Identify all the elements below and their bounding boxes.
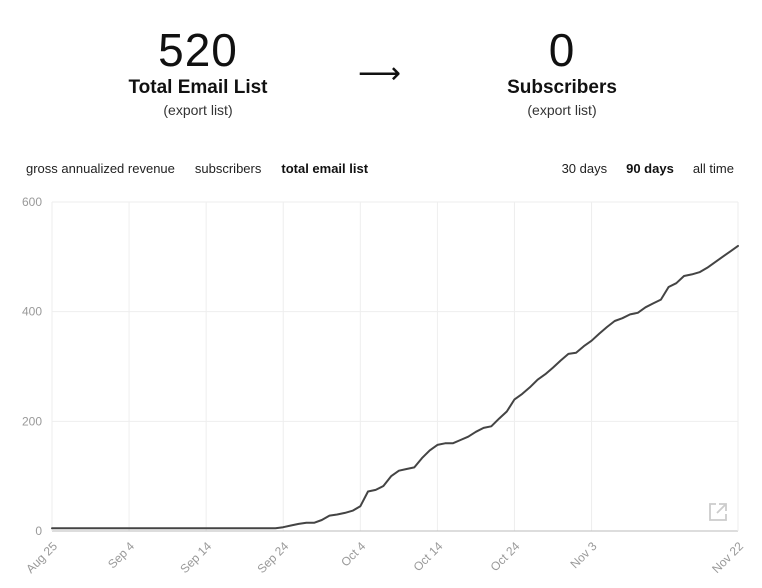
external-link-icon[interactable]	[707, 501, 729, 523]
total-email-list-value: 520	[158, 24, 238, 76]
tab-all-time[interactable]: all time	[692, 161, 734, 176]
chart-series	[51, 244, 739, 530]
x-tick-label: Nov 22	[709, 539, 746, 576]
export-email-list-link[interactable]: (export list)	[163, 102, 233, 118]
x-axis-ticks: Aug 25 Sep 4 Sep 14 Sep 24 Oct 4 Oct 14 Oct 24…	[23, 539, 746, 576]
x-tick-label: Sep 14	[177, 539, 214, 576]
y-tick-label: 400	[22, 305, 42, 319]
tab-subscribers[interactable]: subscribers	[194, 161, 262, 176]
y-tick-label: 200	[22, 414, 42, 428]
chart-grid	[51, 201, 739, 531]
y-tick-label: 600	[22, 195, 42, 209]
series-line-total-email-list	[51, 244, 739, 530]
total-email-list-stat: 520 Total Email List (export list)	[78, 24, 318, 120]
subscribers-label: Subscribers	[507, 77, 617, 98]
range-tabs: 30 days 90 days all time	[562, 161, 734, 176]
x-tick-label: Oct 14	[411, 539, 446, 574]
subscribers-stat: 0 Subscribers (export list)	[442, 24, 682, 120]
arrow-right-icon: ⟶	[358, 57, 402, 90]
tab-gross-annualized-revenue[interactable]: gross annualized revenue	[26, 161, 175, 176]
x-tick-label: Sep 4	[105, 539, 137, 571]
tab-30-days[interactable]: 30 days	[561, 161, 608, 176]
x-tick-label: Nov 3	[568, 539, 600, 571]
chart-axes	[51, 202, 739, 532]
x-tick-label: Aug 25	[23, 539, 60, 576]
metric-tabs: gross annualized revenue subscribers tot…	[26, 161, 368, 176]
total-email-list-label: Total Email List	[128, 77, 268, 98]
tab-90-days[interactable]: 90 days	[626, 161, 674, 176]
x-tick-label: Oct 4	[338, 539, 368, 569]
tab-total-email-list[interactable]: total email list	[281, 161, 369, 176]
x-tick-label: Sep 24	[254, 539, 291, 576]
subscribers-value: 0	[548, 24, 576, 76]
y-axis-ticks: 0 200 400 600	[22, 195, 42, 538]
x-tick-label: Oct 24	[488, 539, 523, 574]
y-tick-label: 0	[35, 524, 42, 538]
export-subscribers-link[interactable]: (export list)	[527, 102, 597, 118]
